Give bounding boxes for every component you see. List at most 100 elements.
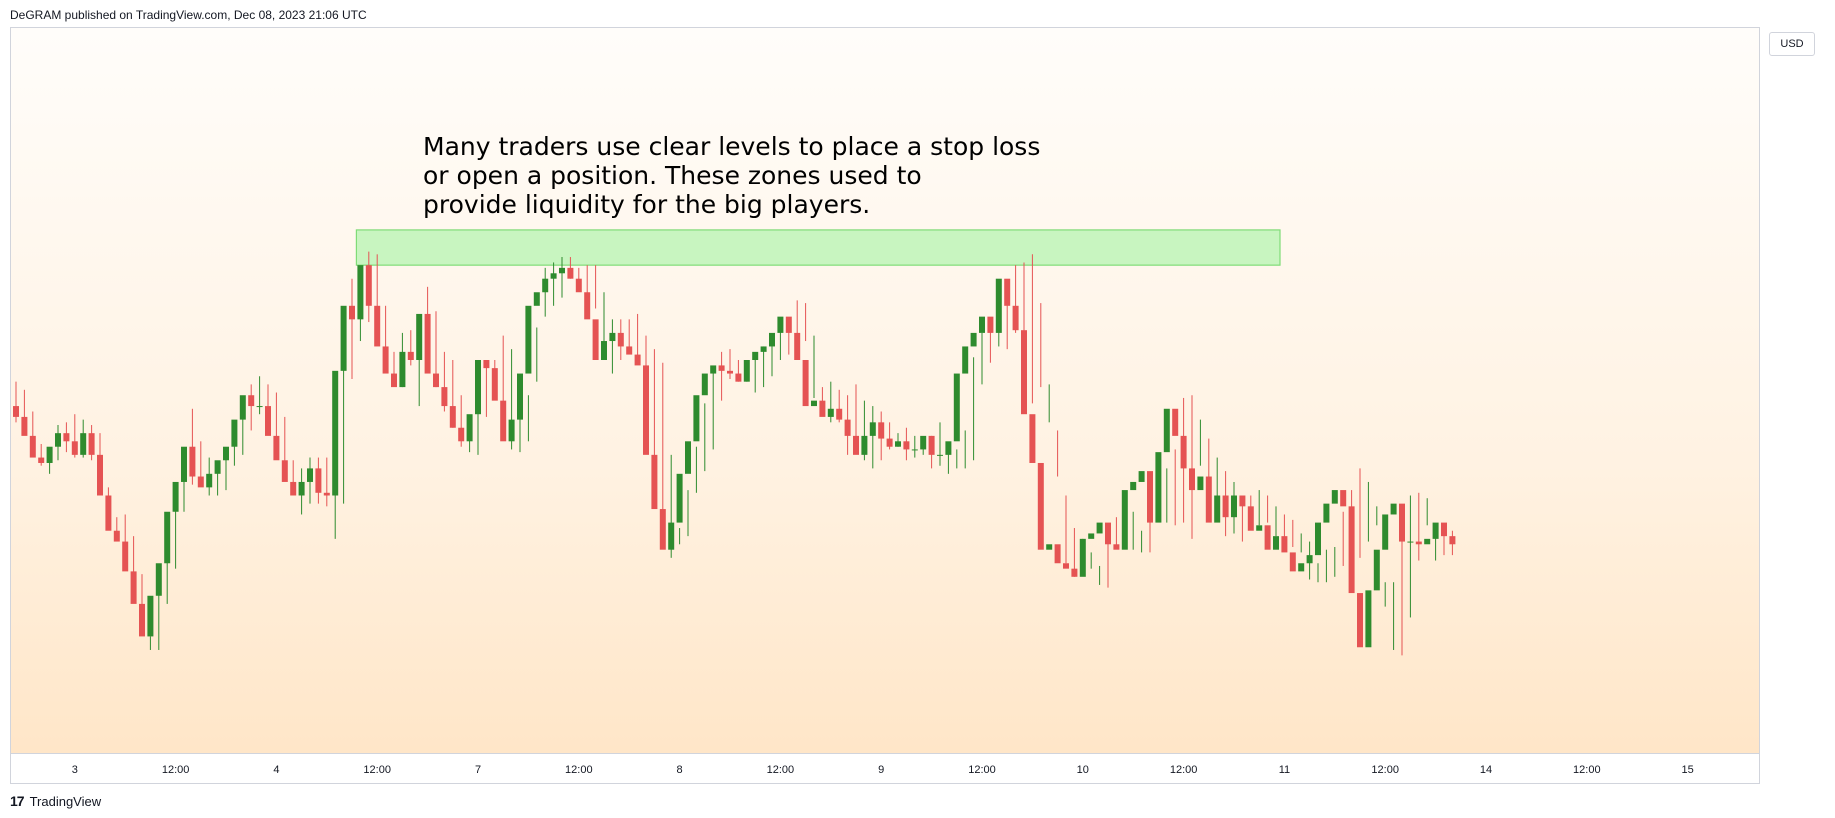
candle-body <box>458 427 465 442</box>
tradingview-logo-icon: 17 <box>10 793 25 809</box>
candle-body <box>55 433 61 447</box>
candle-body <box>357 265 364 320</box>
candle-body <box>542 278 549 293</box>
candle-body <box>508 419 515 442</box>
candle-body <box>105 495 112 531</box>
candle-body <box>1399 503 1405 542</box>
candle-body <box>483 360 490 369</box>
candle-body <box>147 595 154 637</box>
candle-body <box>1037 462 1044 550</box>
candle-body <box>1432 522 1439 539</box>
candle-body <box>155 563 162 596</box>
candle-body <box>886 438 893 447</box>
candle-body <box>525 305 532 374</box>
candle-body <box>307 468 313 482</box>
candle-body <box>609 332 616 342</box>
candle-body <box>374 305 381 347</box>
candle-body <box>46 446 53 463</box>
candle-body <box>1105 522 1111 545</box>
candle-body <box>827 408 834 417</box>
candle-body <box>634 354 641 366</box>
candle-body <box>869 422 876 436</box>
candle-body <box>533 292 540 306</box>
candle-body <box>1424 538 1431 545</box>
plot-area[interactable] <box>11 28 1759 753</box>
candle-body <box>1256 525 1263 531</box>
candle-body <box>1382 514 1389 550</box>
candle-body <box>567 267 574 279</box>
candlestick-chart[interactable]: 1.265001.266001.267001.268001.269001.270… <box>11 28 1760 784</box>
candle-body <box>1079 538 1086 577</box>
candle-body <box>517 373 523 420</box>
candle-body <box>735 373 742 382</box>
candle-body <box>727 370 733 374</box>
candle-body <box>1441 522 1447 537</box>
candle-body <box>903 441 910 450</box>
time-tick-label: 4 <box>273 764 279 776</box>
candle-body <box>601 341 607 360</box>
candle-body <box>1004 278 1011 306</box>
time-tick-label: 12:00 <box>1371 764 1399 776</box>
candle-body <box>399 351 406 388</box>
candle-body <box>181 446 187 482</box>
candle-body <box>836 408 843 420</box>
candle-body <box>21 416 28 436</box>
candle-body <box>441 387 448 407</box>
candle-body <box>1088 533 1095 539</box>
time-tick-label: 12:00 <box>767 764 795 776</box>
candle-body <box>617 332 624 347</box>
candle-body <box>172 481 179 512</box>
candle-body <box>1180 435 1187 469</box>
candle-body <box>1365 590 1372 648</box>
candle-body <box>1348 506 1355 594</box>
candle-body <box>651 454 658 510</box>
candle-body <box>29 435 36 458</box>
candle-body <box>1449 536 1456 545</box>
candle-body <box>659 509 666 550</box>
candle-body <box>1205 476 1212 523</box>
annotation-text: Many traders use clear levels to place a… <box>423 132 1041 219</box>
candle-body <box>1315 522 1321 556</box>
candle-body <box>1247 506 1254 531</box>
candle-body <box>643 365 649 455</box>
candle-body <box>1197 476 1204 491</box>
candle-body <box>811 400 817 407</box>
candle-body <box>407 351 414 360</box>
time-tick-label: 12:00 <box>565 764 593 776</box>
liquidity-zone <box>355 229 1281 266</box>
time-tick-label: 15 <box>1681 764 1693 776</box>
candle-body <box>449 406 456 428</box>
candle-body <box>878 422 885 439</box>
time-tick-label: 12:00 <box>1573 764 1601 776</box>
time-tick-label: 12:00 <box>968 764 996 776</box>
time-axis[interactable] <box>11 753 1759 783</box>
time-tick-label: 7 <box>475 764 481 776</box>
candle-body <box>332 370 339 496</box>
chart-frame[interactable]: 1.26500 1.26600 1.26700 1.26800 1.26900 1.270… <box>10 27 1760 784</box>
footer: 17 TradingView <box>10 793 101 809</box>
candle-body <box>1306 555 1313 564</box>
currency-badge[interactable]: USD <box>1769 32 1815 56</box>
candle-body <box>1331 490 1338 504</box>
candle-body <box>206 473 213 488</box>
candle-body <box>475 360 481 415</box>
time-tick-label: 12:00 <box>162 764 190 776</box>
candle-body <box>365 265 372 306</box>
publisher-header: DeGRAM published on TradingView.com, Dec… <box>10 8 367 22</box>
candle-body <box>382 346 389 374</box>
candle-body <box>164 511 171 564</box>
candle-body <box>315 468 322 493</box>
candle-body <box>895 441 901 447</box>
candle-body <box>937 454 943 456</box>
candle-body <box>1415 541 1422 545</box>
candle-body <box>1390 503 1397 515</box>
candle-body <box>987 316 994 333</box>
candle-body <box>1172 408 1179 436</box>
candle-body <box>777 316 784 333</box>
candle-body <box>231 419 238 447</box>
candle-body <box>1147 471 1153 523</box>
candle-body <box>130 571 137 604</box>
candle-body <box>626 346 633 355</box>
candle-body <box>584 292 591 320</box>
candle-body <box>1130 481 1137 491</box>
